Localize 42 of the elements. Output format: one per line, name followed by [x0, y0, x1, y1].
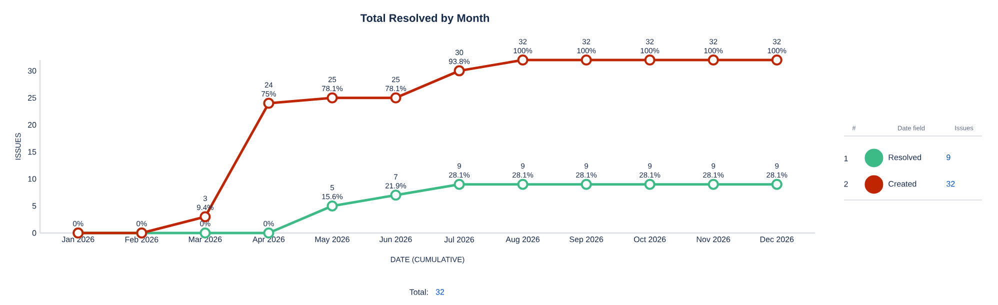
point — [644, 178, 656, 190]
x-tick-label: Aug 2026 — [506, 236, 540, 244]
point — [454, 178, 465, 190]
y-tick-label: 10 — [28, 176, 36, 182]
point — [771, 54, 782, 66]
x-tick-label: Feb 2026 — [125, 236, 158, 242]
point — [326, 200, 338, 212]
x-tick-label: Jun 2026 — [379, 236, 412, 242]
text: 9 — [946, 154, 950, 160]
text: 1 — [844, 156, 848, 162]
x-tick-label: Jul 2026 — [444, 236, 474, 242]
point — [517, 178, 528, 190]
x-tick-label: Oct 2026 — [634, 236, 666, 242]
text: Total: — [410, 289, 428, 295]
point — [390, 190, 402, 201]
point — [263, 98, 274, 109]
point — [771, 178, 782, 190]
point — [580, 178, 592, 190]
y-tick-label: 20 — [28, 122, 36, 128]
point — [390, 92, 402, 104]
point — [644, 54, 656, 66]
point — [517, 54, 528, 66]
text: 32 — [946, 181, 955, 187]
legend-label: Created — [888, 180, 916, 187]
x-tick-label: Nov 2026 — [696, 236, 730, 242]
legend-label: Resolved — [888, 154, 922, 160]
point — [326, 92, 338, 104]
point — [580, 54, 592, 66]
y-tick-label: 30 — [28, 68, 36, 74]
text: 2 — [844, 181, 848, 187]
x-tick-label: Dec 2026 — [760, 236, 794, 242]
y-tick-label: 0 — [32, 230, 36, 236]
y-tick-label: 5 — [32, 203, 36, 209]
x-tick-label: Sep 2026 — [570, 236, 604, 244]
y-tick-label: 15 — [28, 149, 36, 155]
y-tick-label: 25 — [28, 95, 36, 101]
chart-title: Total Resolved by Month — [360, 14, 490, 24]
x-tick-label: May 2026 — [315, 236, 350, 244]
text: 32 — [436, 289, 444, 295]
point — [708, 178, 719, 190]
point — [454, 65, 465, 76]
point — [708, 54, 719, 66]
